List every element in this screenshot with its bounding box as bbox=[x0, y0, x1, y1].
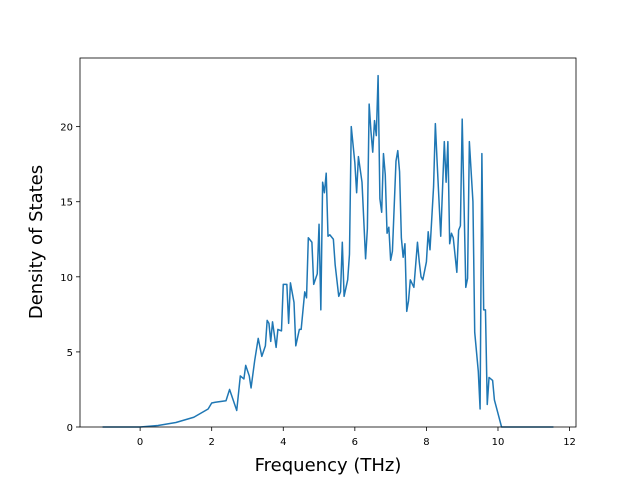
axes-frame bbox=[79, 57, 577, 428]
y-tick-label: 15 bbox=[60, 198, 73, 209]
x-axis-label: Frequency (THz) bbox=[255, 455, 402, 476]
y-tick-label: 5 bbox=[67, 348, 73, 359]
y-axis-label: Density of States bbox=[26, 165, 47, 319]
x-tick-label: 0 bbox=[137, 437, 143, 448]
y-tick-label: 10 bbox=[60, 273, 73, 284]
x-tick-label: 2 bbox=[209, 437, 215, 448]
x-tick-label: 12 bbox=[563, 437, 576, 448]
y-tick-label: 0 bbox=[67, 423, 73, 434]
x-tick-label: 8 bbox=[423, 437, 429, 448]
x-tick-label: 4 bbox=[280, 437, 286, 448]
data-line bbox=[102, 74, 554, 428]
x-tick-label: 6 bbox=[352, 437, 358, 448]
x-tick-label: 10 bbox=[492, 437, 505, 448]
y-tick-label: 20 bbox=[60, 123, 73, 134]
